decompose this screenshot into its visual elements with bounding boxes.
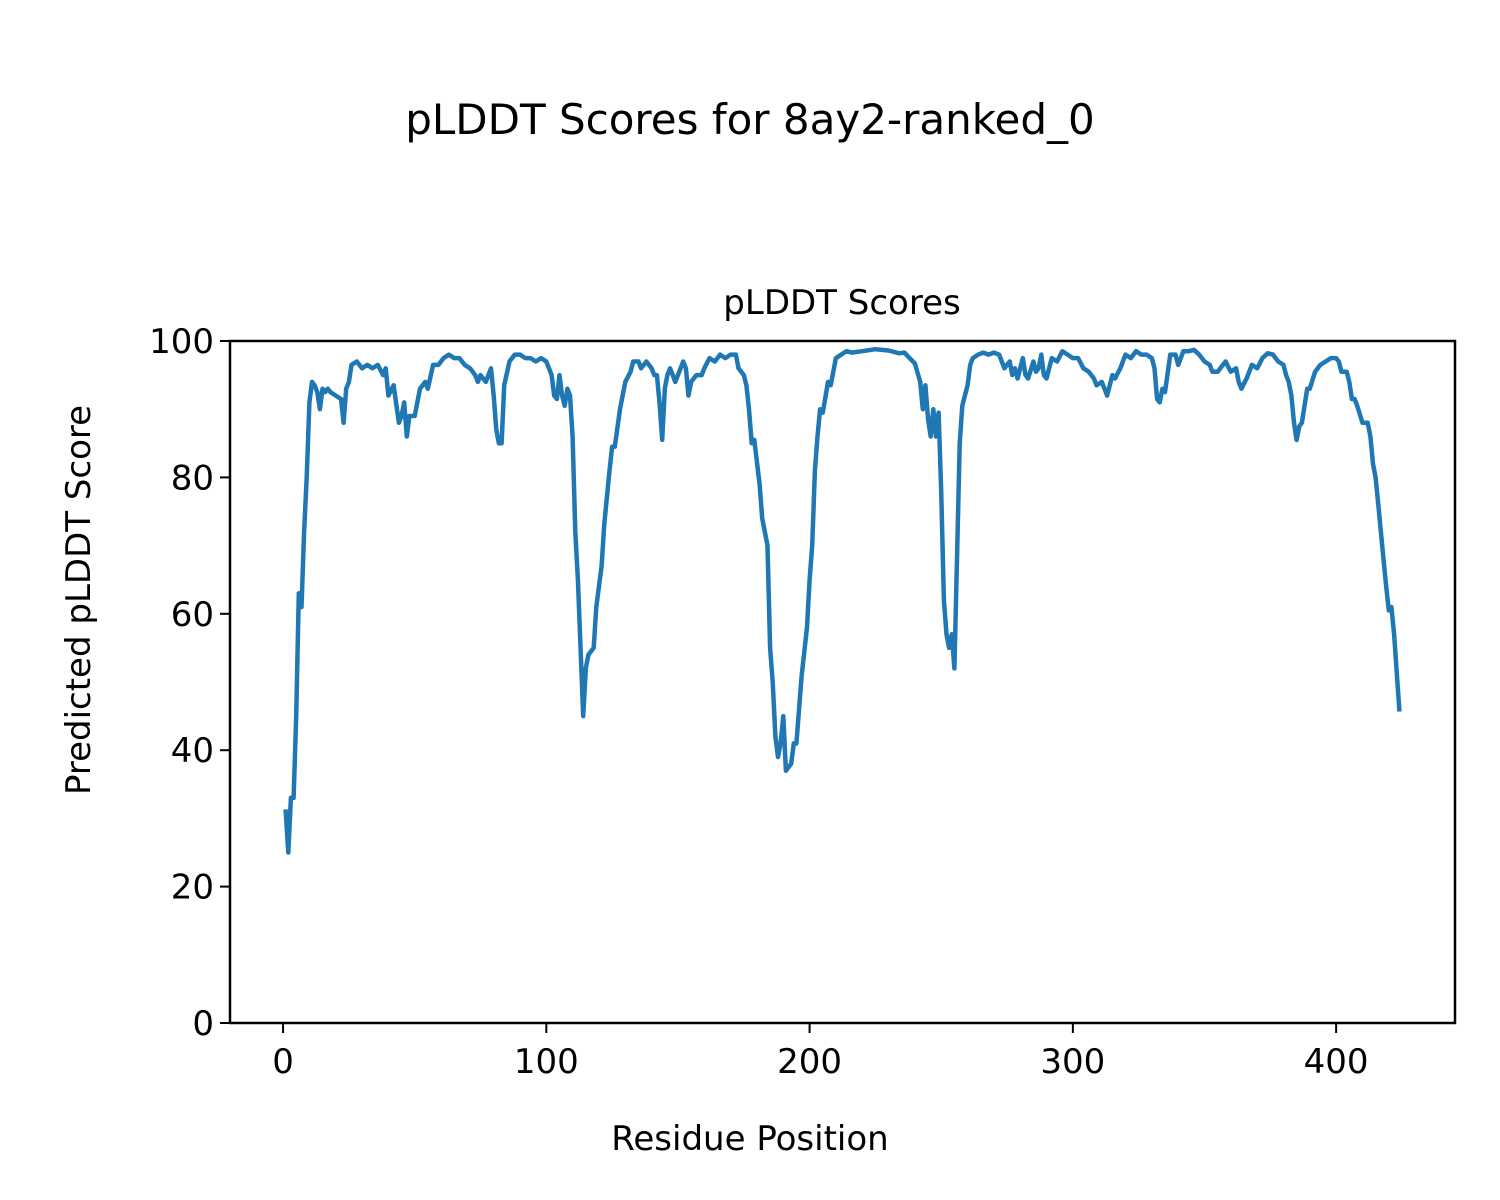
axes-frame [228, 339, 1457, 1025]
x-axis-label: Residue Position [611, 1119, 888, 1159]
y-tick-label: 60 [171, 595, 214, 635]
x-tick-label: 300 [1040, 1042, 1105, 1082]
x-tick-label: 400 [1304, 1042, 1369, 1082]
y-tick-label: 100 [149, 322, 214, 362]
x-tick-label: 200 [777, 1042, 842, 1082]
y-tick-label: 40 [171, 731, 214, 771]
y-tick-label: 20 [171, 868, 214, 908]
axes-title: pLDDT Scores [723, 283, 960, 323]
y-tick-label: 0 [192, 1004, 214, 1044]
plddt-series-line [283, 346, 1402, 855]
figure-title: pLDDT Scores for 8ay2-ranked_0 [405, 95, 1095, 144]
y-axis-label: Predicted pLDDT Score [59, 405, 99, 795]
x-tick-label: 100 [514, 1042, 579, 1082]
y-tick-label: 80 [171, 458, 214, 498]
x-tick-label: 0 [272, 1042, 294, 1082]
